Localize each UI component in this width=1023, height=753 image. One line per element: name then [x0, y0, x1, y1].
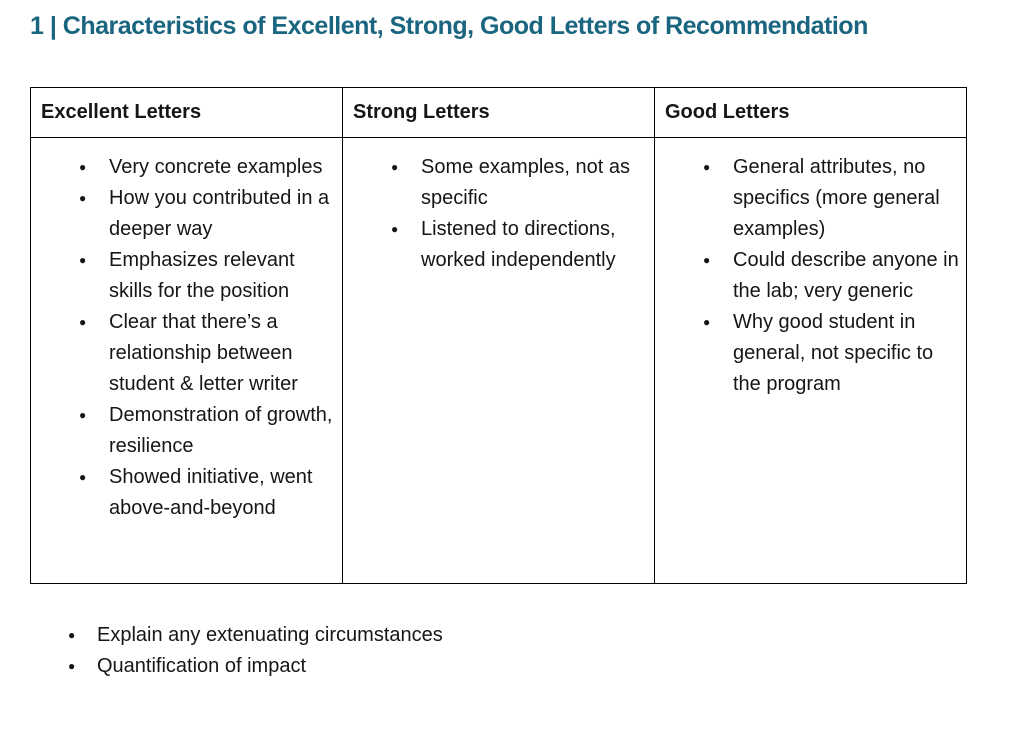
list-item: General attributes, no specifics (more g… — [703, 152, 960, 245]
list-item: Quantification of impact — [68, 651, 443, 682]
list-item: Very concrete examples — [79, 152, 336, 183]
excellent-letters-bullet-list: Very concrete examplesHow you contribute… — [31, 152, 336, 524]
table-header-row: Excellent Letters Strong Letters Good Le… — [30, 87, 967, 138]
list-item: Listened to directions, worked independe… — [391, 214, 648, 276]
list-item: Why good student in general, not specifi… — [703, 307, 960, 400]
column-cell-excellent-letters: Very concrete examplesHow you contribute… — [30, 137, 343, 584]
list-item: Demonstration of growth, resilience — [79, 400, 336, 462]
list-item: Emphasizes relevant skills for the posit… — [79, 245, 336, 307]
column-cell-strong-letters: Some examples, not as specificListened t… — [342, 137, 655, 584]
list-item: Could describe anyone in the lab; very g… — [703, 245, 960, 307]
table-body: Very concrete examplesHow you contribute… — [30, 137, 967, 584]
good-letters-bullet-list: General attributes, no specifics (more g… — [655, 152, 960, 400]
list-item: Clear that there’s a relationship betwee… — [79, 307, 336, 400]
strong-letters-bullet-list: Some examples, not as specificListened t… — [343, 152, 648, 276]
list-item: How you contributed in a deeper way — [79, 183, 336, 245]
column-header-good-letters: Good Letters — [654, 87, 967, 138]
list-item: Explain any extenuating circumstances — [68, 620, 443, 651]
page-title: 1 | Characteristics of Excellent, Strong… — [30, 12, 868, 40]
list-item: Some examples, not as specific — [391, 152, 648, 214]
footer-bullet-list: Explain any extenuating circumstancesQua… — [30, 620, 443, 682]
column-header-strong-letters: Strong Letters — [342, 87, 655, 138]
letters-comparison-table: Excellent Letters Strong Letters Good Le… — [30, 87, 967, 584]
column-header-excellent-letters: Excellent Letters — [30, 87, 343, 138]
list-item: Showed initiative, went above-and-beyond — [79, 462, 336, 524]
column-cell-good-letters: General attributes, no specifics (more g… — [654, 137, 967, 584]
